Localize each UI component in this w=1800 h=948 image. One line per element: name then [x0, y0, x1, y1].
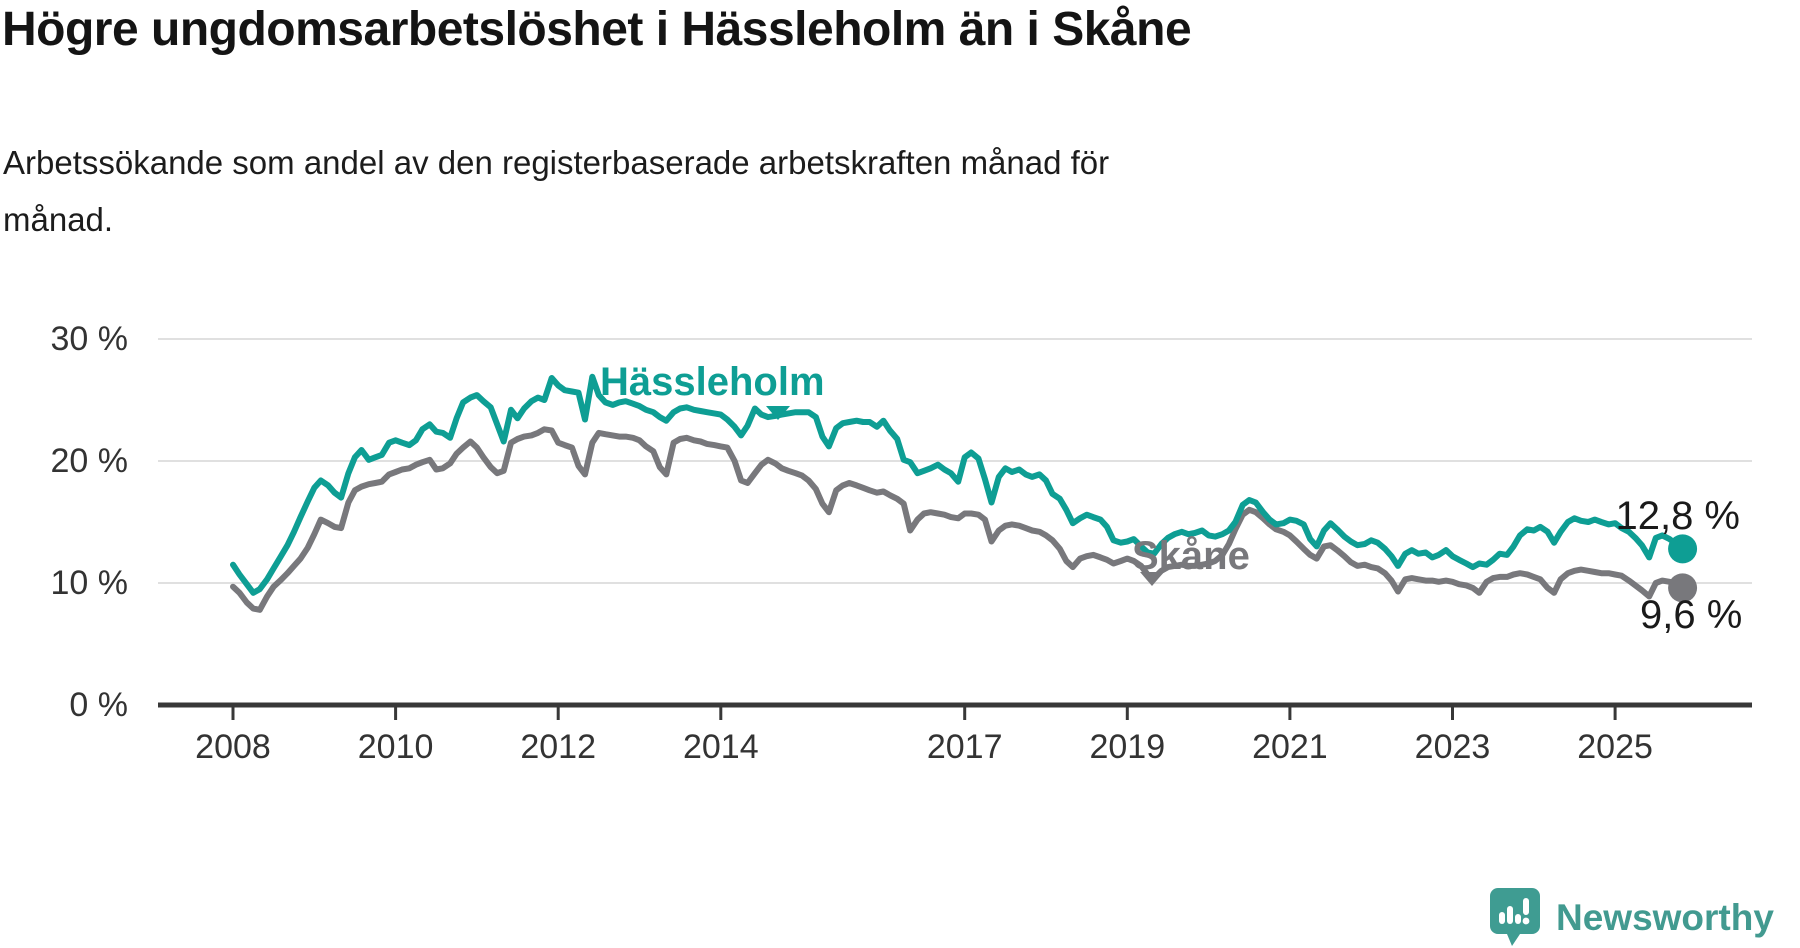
y-tick-label: 0 % [69, 686, 128, 724]
skane-line [230, 426, 1686, 613]
series-label-skane: Skåne [1132, 534, 1250, 578]
x-tick-label: 2008 [195, 728, 271, 766]
x-tick-label: 2017 [926, 728, 1003, 766]
x-tick-label: 2019 [1089, 728, 1166, 766]
x-tick-label: 2014 [682, 728, 759, 766]
subtitle-line-1: Arbetssökande som andel av den registerb… [3, 144, 1110, 181]
x-tick-label: 2025 [1577, 728, 1653, 766]
newsworthy-logo[interactable]: Newsworthy [1490, 888, 1774, 948]
x-tick-label: 2023 [1414, 728, 1491, 766]
end-value-label-skane: 9,6 % [1640, 593, 1743, 637]
hassleholm-line [230, 373, 1686, 596]
page-title: Högre ungdomsarbetslöshet i Hässleholm ä… [2, 3, 1192, 56]
x-tick-label: 2012 [520, 728, 596, 766]
newsworthy-logo-text: Newsworthy [1556, 897, 1774, 938]
chart-subtitle: Arbetssökande som andel av den registerb… [3, 134, 1503, 248]
skane-pointer-icon [1140, 572, 1164, 586]
subtitle-line-2: månad. [3, 201, 114, 238]
end-value-label-hassleholm: 12,8 % [1615, 494, 1740, 538]
y-tick-label: 20 % [50, 442, 129, 480]
x-tick-label: 2010 [357, 728, 434, 766]
y-tick-label: 30 % [50, 320, 129, 358]
series-label-hassleholm: Hässleholm [600, 360, 825, 404]
x-tick-label: 2021 [1252, 728, 1328, 766]
y-tick-label: 10 % [50, 564, 129, 602]
hassleholm-pointer-icon [766, 406, 790, 420]
newsworthy-logo-icon [1490, 888, 1540, 946]
